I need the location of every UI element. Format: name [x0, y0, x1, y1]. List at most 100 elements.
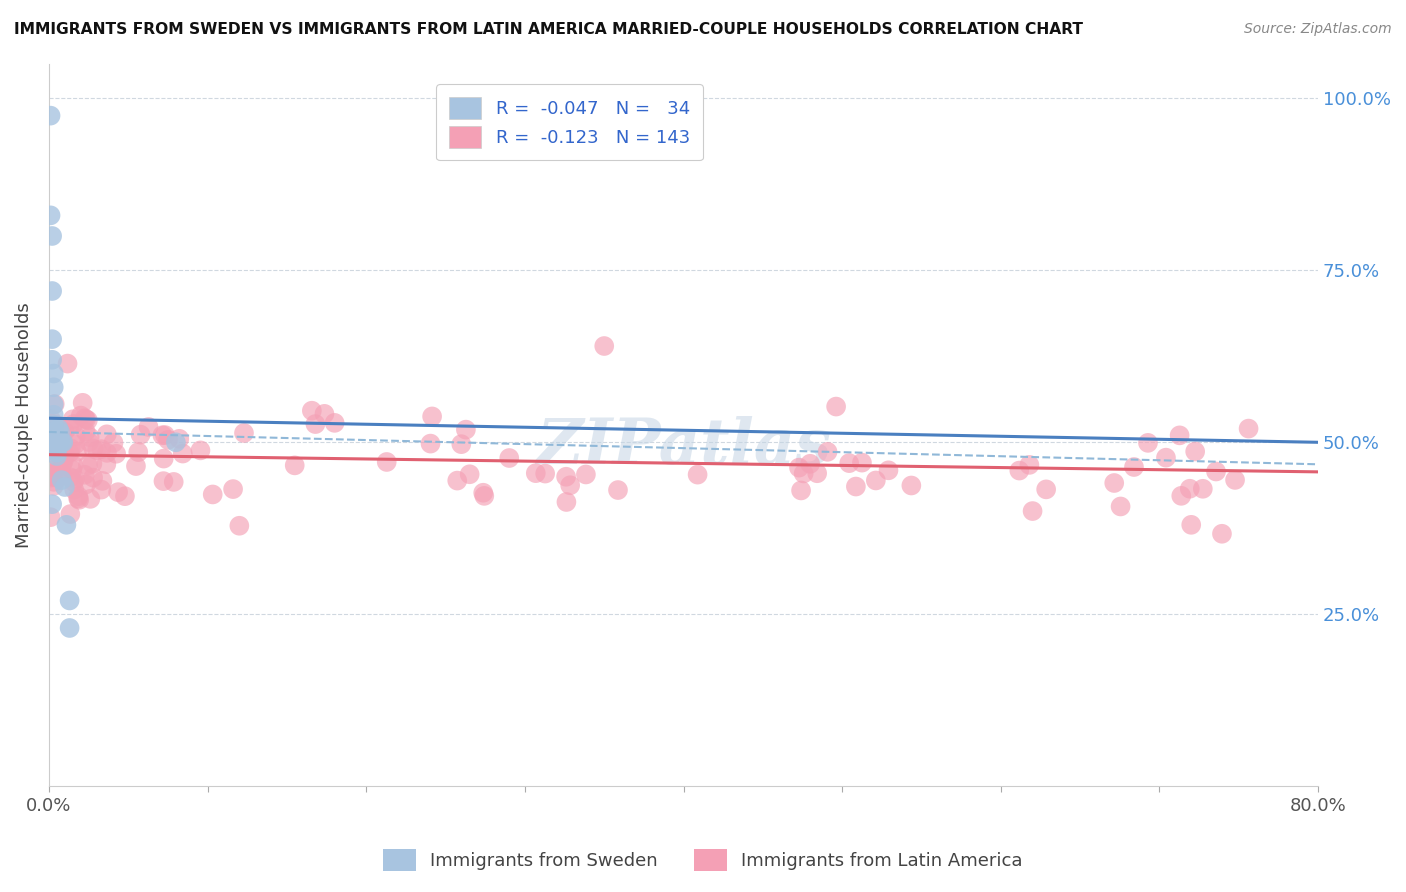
Point	[63, 472, 86, 486]
Point	[65, 437, 87, 451]
Point	[44, 397, 66, 411]
Point	[39, 461, 62, 475]
Point	[42, 475, 65, 489]
Point	[45, 442, 67, 456]
Point	[1223, 473, 1246, 487]
Point	[51, 427, 73, 442]
Point	[39, 416, 62, 430]
Point	[233, 425, 256, 440]
Point	[51, 457, 73, 471]
Point	[77, 435, 100, 450]
Point	[1102, 475, 1125, 490]
Point	[44, 435, 66, 450]
Point	[62, 417, 84, 431]
Point	[222, 482, 245, 496]
Point	[59, 442, 82, 456]
Point	[1154, 450, 1177, 465]
Point	[787, 460, 810, 475]
Point	[72, 396, 94, 410]
Point	[63, 475, 86, 489]
Point	[65, 429, 87, 443]
Point	[49, 450, 72, 464]
Point	[48, 421, 70, 435]
Point	[73, 467, 96, 482]
Point	[817, 445, 839, 459]
Point	[524, 466, 547, 480]
Point	[96, 446, 118, 460]
Point	[314, 407, 336, 421]
Point	[42, 418, 65, 433]
Point	[73, 411, 96, 425]
Point	[39, 442, 62, 457]
Point	[201, 487, 224, 501]
Point	[323, 416, 346, 430]
Point	[1170, 489, 1192, 503]
Point	[39, 469, 62, 483]
Point	[607, 483, 630, 497]
Point	[686, 467, 709, 482]
Point	[59, 445, 82, 459]
Point	[555, 469, 578, 483]
Point	[39, 208, 62, 222]
Point	[75, 425, 97, 439]
Point	[877, 463, 900, 477]
Point	[45, 449, 67, 463]
Point	[56, 357, 79, 371]
Text: IMMIGRANTS FROM SWEDEN VS IMMIGRANTS FROM LATIN AMERICA MARRIED-COUPLE HOUSEHOLD: IMMIGRANTS FROM SWEDEN VS IMMIGRANTS FRO…	[14, 22, 1083, 37]
Point	[66, 444, 89, 458]
Point	[49, 425, 72, 439]
Point	[472, 489, 495, 503]
Point	[375, 455, 398, 469]
Legend: R =  -0.047   N =   34, R =  -0.123   N = 143: R = -0.047 N = 34, R = -0.123 N = 143	[436, 84, 703, 161]
Point	[169, 432, 191, 446]
Point	[446, 474, 468, 488]
Point	[79, 491, 101, 506]
Point	[75, 477, 97, 491]
Point	[53, 480, 76, 494]
Legend: Immigrants from Sweden, Immigrants from Latin America: Immigrants from Sweden, Immigrants from …	[377, 842, 1029, 879]
Point	[454, 423, 477, 437]
Y-axis label: Married-couple Households: Married-couple Households	[15, 302, 32, 548]
Point	[49, 435, 72, 450]
Point	[1168, 428, 1191, 442]
Point	[472, 485, 495, 500]
Point	[96, 457, 118, 471]
Point	[53, 425, 76, 439]
Point	[82, 457, 104, 471]
Point	[165, 435, 187, 450]
Point	[62, 458, 84, 473]
Point	[900, 478, 922, 492]
Point	[284, 458, 307, 473]
Point	[51, 473, 73, 487]
Point	[39, 467, 62, 482]
Point	[42, 380, 65, 394]
Point	[1180, 517, 1202, 532]
Point	[575, 467, 598, 482]
Point	[86, 443, 108, 458]
Point	[458, 467, 481, 482]
Point	[82, 470, 104, 484]
Point	[91, 474, 114, 488]
Point	[52, 435, 75, 450]
Point	[1184, 444, 1206, 458]
Point	[42, 479, 65, 493]
Point	[48, 435, 70, 450]
Point	[52, 436, 75, 450]
Point	[103, 435, 125, 450]
Point	[851, 456, 873, 470]
Point	[62, 412, 84, 426]
Point	[67, 491, 90, 506]
Point	[138, 420, 160, 434]
Point	[90, 483, 112, 497]
Point	[825, 400, 848, 414]
Point	[44, 439, 66, 453]
Point	[48, 425, 70, 440]
Point	[67, 492, 90, 507]
Point	[157, 433, 180, 447]
Point	[1123, 460, 1146, 475]
Point	[419, 436, 441, 450]
Point	[41, 332, 63, 346]
Point	[39, 466, 62, 480]
Point	[59, 507, 82, 521]
Point	[172, 446, 194, 460]
